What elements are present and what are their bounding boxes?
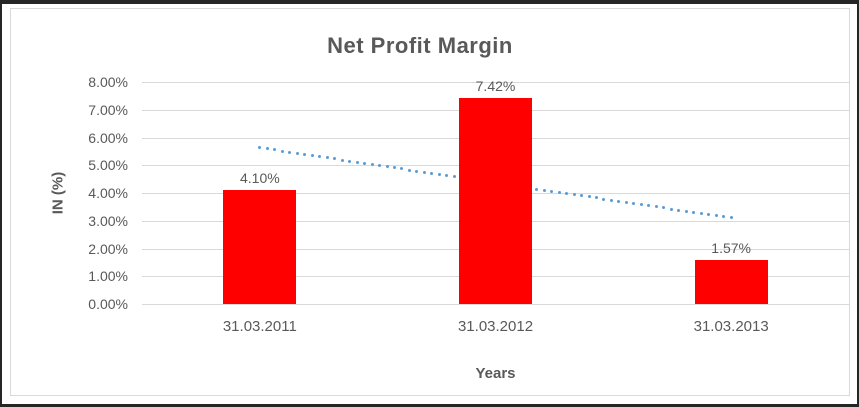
trendline-dot xyxy=(707,213,711,217)
trendline-dot xyxy=(363,161,367,165)
trendline-dot xyxy=(699,212,703,216)
trendline-dot xyxy=(639,203,643,207)
trendline-dot xyxy=(445,174,449,178)
x-category-label: 31.03.2012 xyxy=(457,318,534,335)
trendline-dot xyxy=(692,210,696,214)
trendline-dot xyxy=(580,194,584,198)
trendline-dot xyxy=(632,201,636,205)
trendline-dot xyxy=(295,151,299,155)
trendline-dot xyxy=(265,147,269,151)
y-tick-label: 2.00% xyxy=(88,240,128,257)
x-axis-title: Years xyxy=(475,365,516,382)
trendline-dot xyxy=(378,164,382,168)
trendline-dot xyxy=(684,209,688,213)
trendline-dot xyxy=(422,170,426,174)
trendline-dot xyxy=(729,216,733,220)
trendline-dot xyxy=(415,169,419,173)
trendline-dot xyxy=(400,167,404,171)
gridline xyxy=(142,304,849,305)
trendline-dot xyxy=(280,149,284,153)
y-tick-label: 5.00% xyxy=(88,157,128,174)
trendline-dot xyxy=(662,206,666,210)
trendline-dot xyxy=(430,171,434,175)
trendline-dot xyxy=(624,200,628,204)
bar-data-label: 4.10% xyxy=(239,170,280,187)
trendline-dot xyxy=(609,198,613,202)
trendline-dot xyxy=(318,155,322,159)
trendline-dot xyxy=(542,188,546,192)
trendline-dot xyxy=(565,191,569,195)
y-tick-label: 3.00% xyxy=(88,212,128,229)
gridline xyxy=(142,82,849,83)
x-category-label: 31.03.2011 xyxy=(222,318,297,335)
y-axis-title: IN (%) xyxy=(49,171,67,215)
trendline-dot xyxy=(595,196,598,200)
bar-data-label: 1.57% xyxy=(711,240,752,257)
trendline-dot xyxy=(385,165,389,169)
trendline-dot xyxy=(407,168,411,172)
bar-31.03.2012 xyxy=(459,98,532,304)
bar-31.03.2013 xyxy=(694,260,768,304)
trendline-dot xyxy=(303,152,307,156)
trendline-dot xyxy=(437,173,441,176)
trendline-dot xyxy=(288,150,292,154)
trendline-dot xyxy=(654,205,658,209)
trendline-dot xyxy=(348,159,352,163)
y-tick-label: 7.00% xyxy=(88,101,128,118)
trendline-dot xyxy=(355,160,359,164)
plot-area: 0.00% 1.00% 2.00% 3.00% 4.00% 5.00% 6.00% 7.00%… xyxy=(88,74,849,335)
trendline-dot xyxy=(572,193,576,197)
trendline-dot xyxy=(677,208,681,212)
trendline-dot xyxy=(714,214,718,218)
trendline-dot xyxy=(602,197,606,201)
trendline-dot xyxy=(550,189,554,193)
trendline-dot xyxy=(258,146,262,150)
trendline-dot xyxy=(333,157,337,161)
trendline-dot xyxy=(340,158,344,162)
trendline-dot xyxy=(722,215,726,219)
y-tick-label: 1.00% xyxy=(88,268,128,285)
trendline-dot xyxy=(452,175,456,179)
x-category-label: 31.03.2013 xyxy=(693,318,769,335)
y-tick-label: 4.00% xyxy=(88,185,128,201)
chart-area: Net Profit Margin IN (%) 0.00% 1.00% 2.00%… xyxy=(10,8,850,396)
chart-title: Net Profit Margin xyxy=(327,33,513,58)
trendline-dot xyxy=(393,166,396,170)
trendline-dot xyxy=(557,190,561,194)
trendline-dot xyxy=(370,162,374,166)
trendline-dot xyxy=(587,195,591,199)
trendline-dot xyxy=(617,199,621,203)
bar-data-label: 7.42% xyxy=(475,78,516,95)
trendline-dot xyxy=(325,156,329,160)
y-tick-label: 8.00% xyxy=(88,74,128,90)
trendline-dot xyxy=(647,204,651,208)
y-tick-label: 6.00% xyxy=(88,129,128,146)
trendline-dot xyxy=(273,148,277,152)
y-tick-label: 0.00% xyxy=(88,296,128,312)
trendline-dot xyxy=(669,207,673,211)
trendline-dot xyxy=(310,154,314,158)
trendline-dot xyxy=(535,187,539,191)
bar-31.03.2011 xyxy=(223,190,297,304)
